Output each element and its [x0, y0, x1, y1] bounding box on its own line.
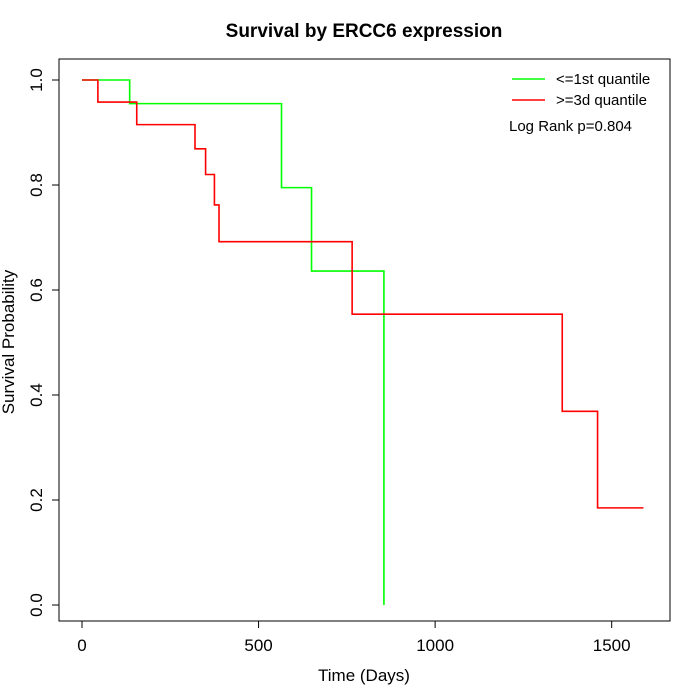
x-axis: 0 500 1000 1500	[77, 620, 631, 655]
y-axis-label: Survival Probability	[0, 269, 18, 414]
y-tick-label: 0.8	[27, 173, 46, 197]
y-tick-label: 0.4	[27, 383, 46, 407]
y-tick-label: 0.2	[27, 488, 46, 512]
y-tick-label: 0.0	[27, 593, 46, 617]
chart-title: Survival by ERCC6 expression	[226, 21, 503, 42]
x-tick-label: 1500	[593, 636, 631, 655]
x-tick-label: 500	[244, 636, 272, 655]
x-axis-label: Time (Days)	[318, 666, 410, 685]
log-rank-annotation: Log Rank p=0.804	[509, 118, 632, 135]
legend-label-1: <=1st quantile	[556, 71, 650, 88]
y-axis: 0.0 0.2 0.4 0.6 0.8 1.0	[27, 68, 60, 617]
x-tick-label: 1000	[416, 636, 454, 655]
x-tick-label: 0	[77, 636, 86, 655]
series-line-1	[82, 79, 385, 605]
plot-frame	[58, 58, 671, 622]
series-layer	[82, 79, 644, 605]
legend: <=1st quantile >=3d quantile	[512, 71, 650, 109]
y-tick-label: 0.6	[27, 278, 46, 302]
legend-label-2: >=3d quantile	[556, 92, 647, 109]
y-tick-label: 1.0	[27, 68, 46, 92]
series-line-2	[82, 79, 644, 509]
